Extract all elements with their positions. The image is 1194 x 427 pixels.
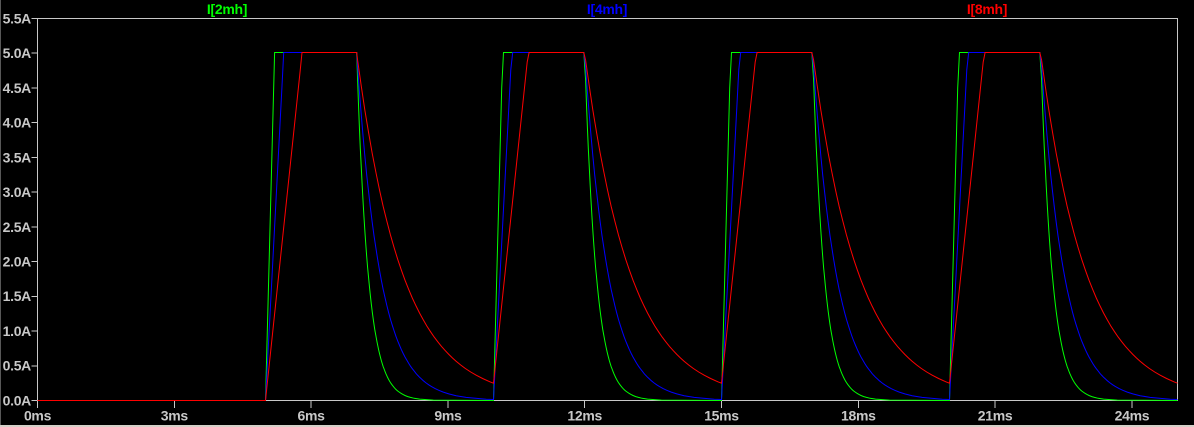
svg-text:I[4mh]: I[4mh] bbox=[587, 1, 627, 17]
svg-text:2.5A: 2.5A bbox=[3, 219, 32, 235]
svg-text:18ms: 18ms bbox=[841, 408, 876, 424]
svg-text:0.0A: 0.0A bbox=[3, 392, 32, 408]
svg-text:1.0A: 1.0A bbox=[3, 323, 32, 339]
svg-text:9ms: 9ms bbox=[434, 408, 462, 424]
svg-text:1.5A: 1.5A bbox=[3, 288, 32, 304]
svg-text:3.0A: 3.0A bbox=[3, 184, 32, 200]
svg-text:6ms: 6ms bbox=[298, 408, 326, 424]
svg-text:3.5A: 3.5A bbox=[3, 149, 32, 165]
svg-text:I[8mh]: I[8mh] bbox=[967, 1, 1007, 17]
svg-text:21ms: 21ms bbox=[978, 408, 1013, 424]
svg-text:5.5A: 5.5A bbox=[3, 10, 32, 26]
svg-text:0.5A: 0.5A bbox=[3, 358, 32, 374]
svg-text:0ms: 0ms bbox=[24, 408, 52, 424]
svg-text:I[2mh]: I[2mh] bbox=[207, 1, 247, 17]
svg-text:2.0A: 2.0A bbox=[3, 254, 32, 270]
svg-text:24ms: 24ms bbox=[1115, 408, 1150, 424]
svg-text:12ms: 12ms bbox=[567, 408, 602, 424]
svg-text:3ms: 3ms bbox=[161, 408, 189, 424]
svg-text:5.0A: 5.0A bbox=[3, 45, 32, 61]
svg-text:4.5A: 4.5A bbox=[3, 80, 32, 96]
svg-text:4.0A: 4.0A bbox=[3, 115, 32, 131]
svg-text:15ms: 15ms bbox=[704, 408, 739, 424]
